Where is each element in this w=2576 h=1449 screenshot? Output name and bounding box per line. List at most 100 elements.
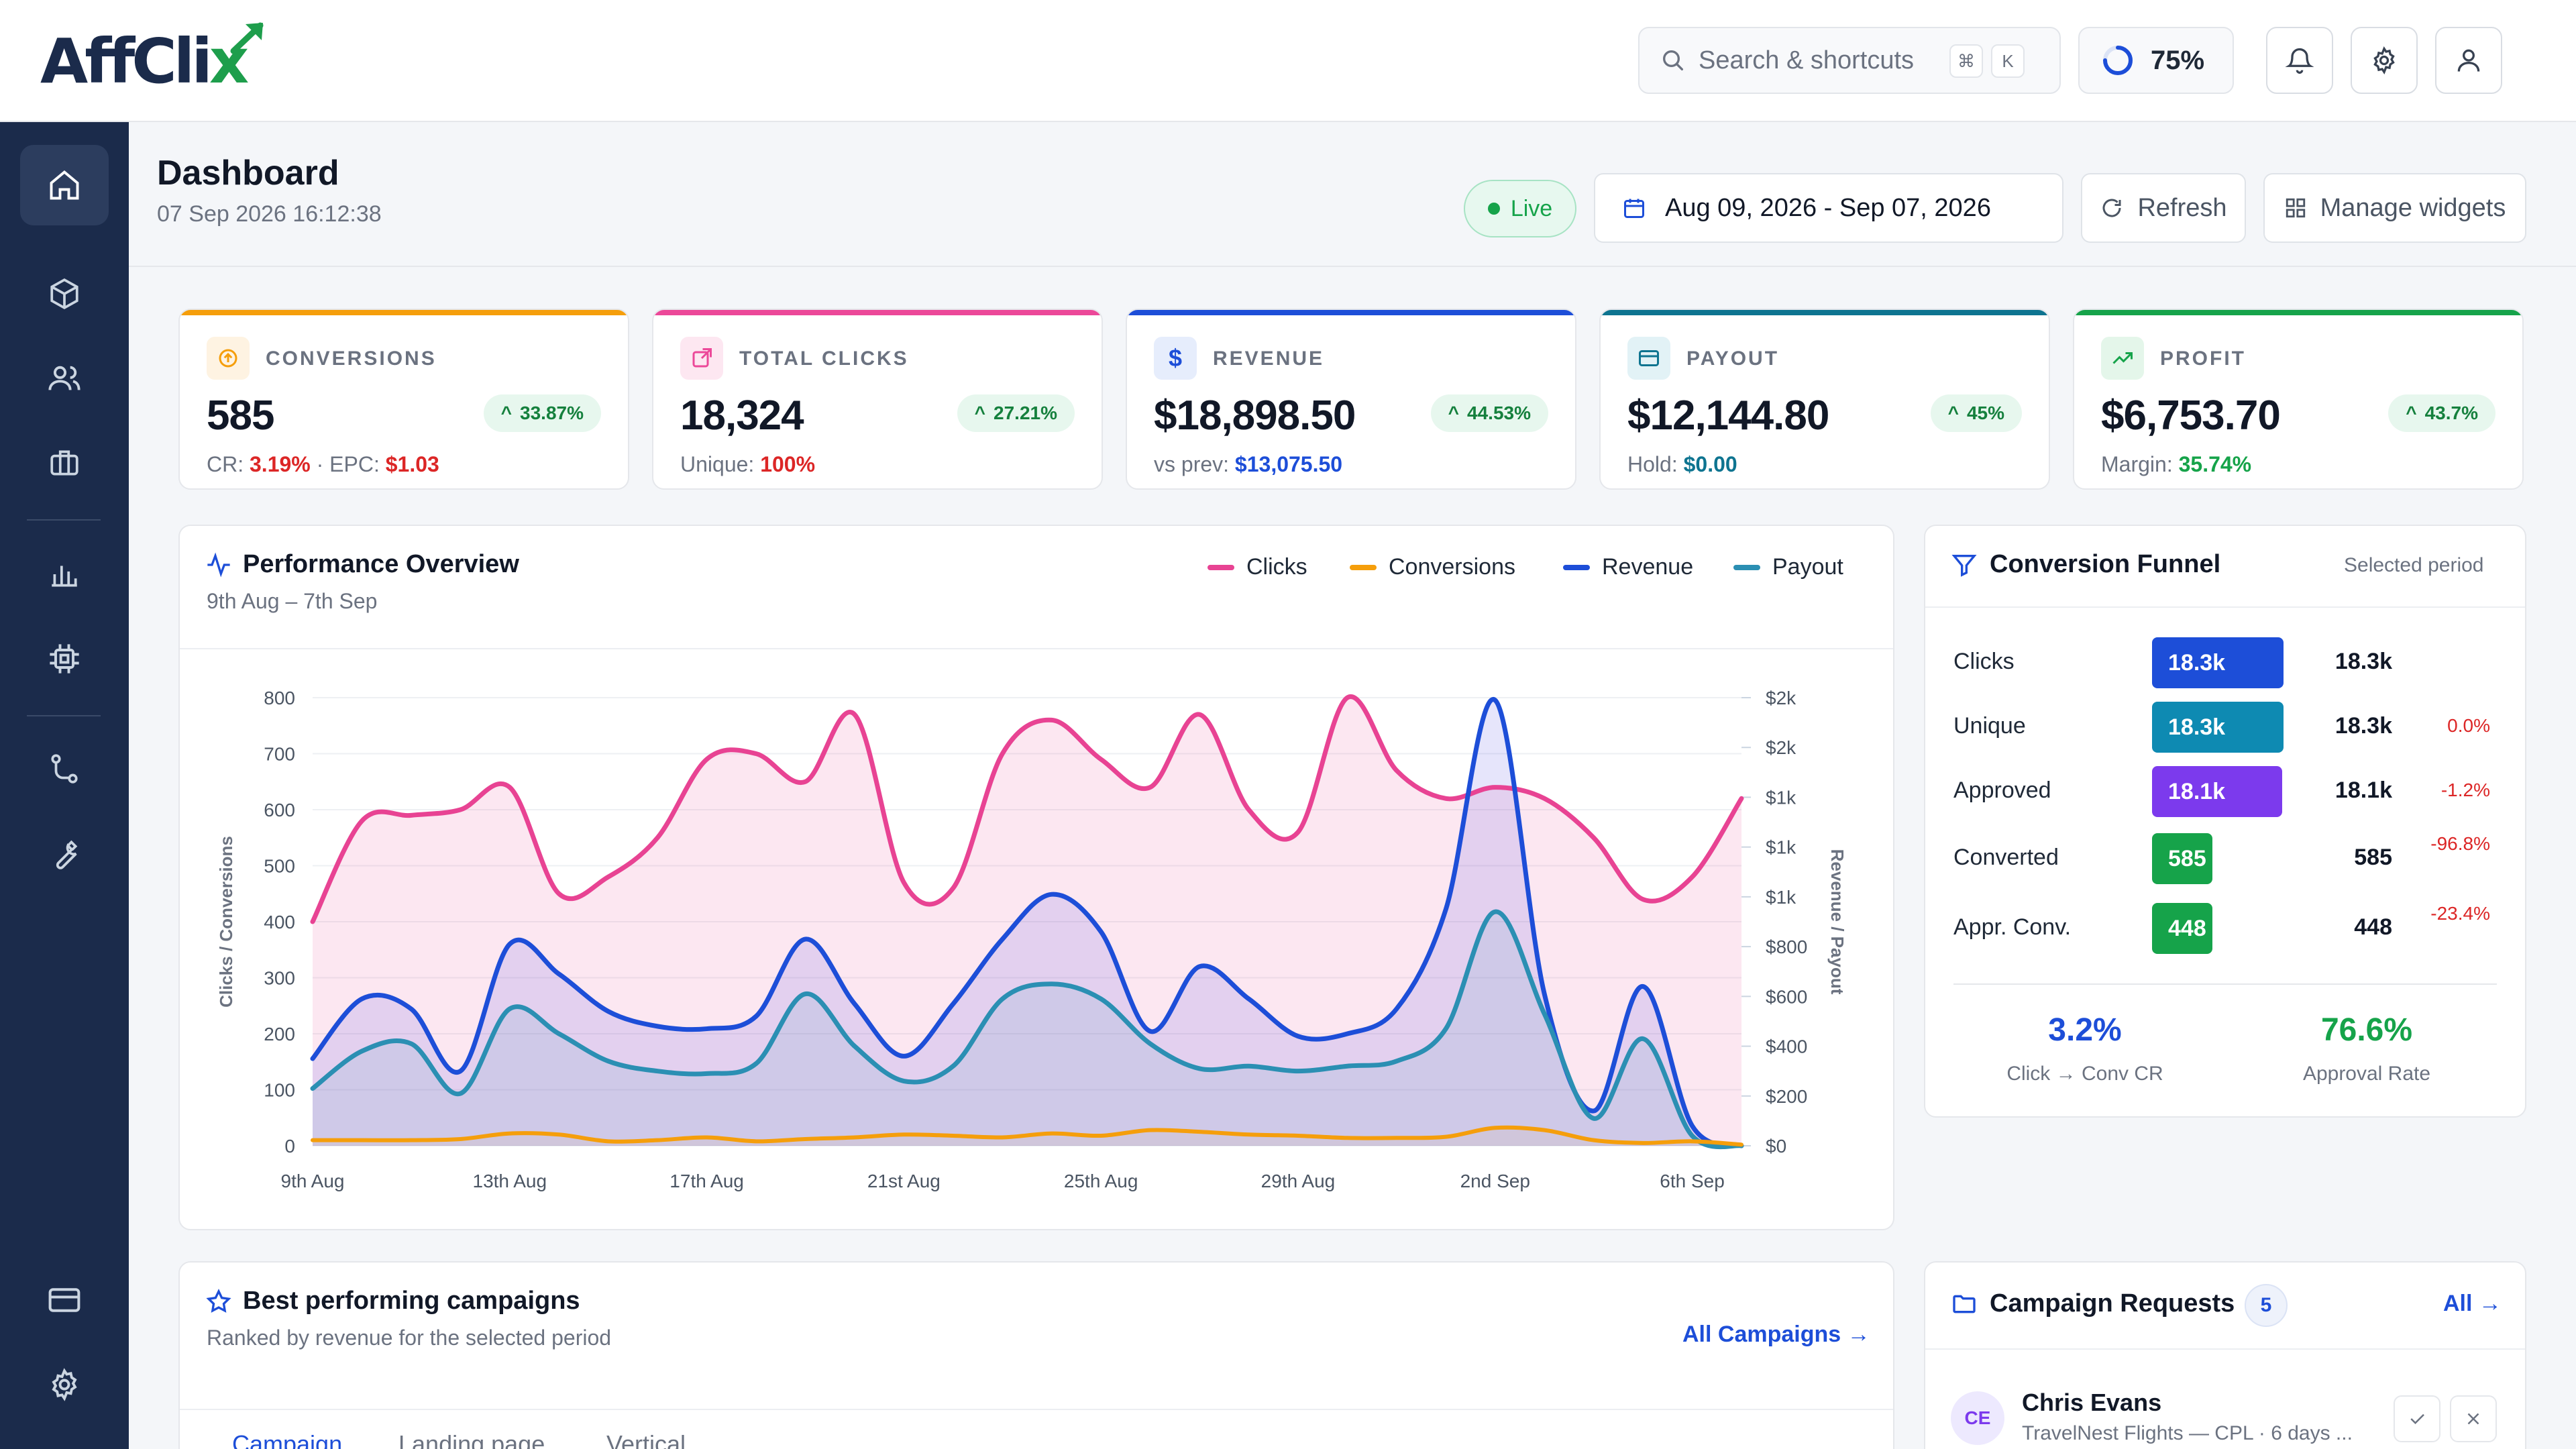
sidebar-item-tools[interactable]: [20, 813, 109, 894]
funnel-row-approved[interactable]: Approved 18.1k 18.1k -1.2%: [1953, 763, 2490, 817]
kpi-card-total-clicks[interactable]: TOTAL CLICKS 18,324 ^ 27.21% Unique: 100%: [652, 309, 1103, 490]
affclix-logo[interactable]: Aff Cli x: [40, 22, 264, 98]
tab-vertical[interactable]: Vertical: [606, 1430, 686, 1449]
kpi-card-profit[interactable]: PROFIT $6,753.70 ^ 43.7% Margin: 35.74%: [2073, 309, 2524, 490]
funnel-stage-value: 18.3k: [2334, 713, 2392, 739]
sidebar-item-dashboard[interactable]: [20, 145, 109, 225]
approval-rate-label: Approval Rate: [2302, 1063, 2431, 1085]
kpi-change-badge: ^ 43.7%: [2388, 394, 2496, 432]
activity-icon: [207, 552, 230, 578]
kpi-accent-bar: [1127, 310, 1575, 315]
tab-campaign[interactable]: Campaign: [232, 1430, 343, 1449]
sidebar-item-advertisers[interactable]: [20, 423, 109, 503]
y-tick-label: 600: [264, 800, 295, 820]
funnel-row-converted[interactable]: Converted 585 585 -96.8%: [1953, 830, 2490, 884]
x-tick-label: 29th Aug: [1261, 1171, 1336, 1191]
kpi-subtext: Unique: 100%: [680, 452, 816, 476]
kpi-label: CONVERSIONS: [266, 347, 437, 370]
x-tick-label: 6th Sep: [1660, 1171, 1725, 1191]
kbd-cmd: ⌘: [1949, 44, 1983, 78]
y2-tick-label: $600: [1766, 986, 1807, 1007]
series-line-clicks: [310, 694, 1744, 924]
performance-title: Performance Overview: [243, 550, 519, 578]
campaigns-title: Best performing campaigns: [243, 1287, 580, 1315]
x-tick-label: 13th Aug: [473, 1171, 547, 1191]
bar-chart-icon: [52, 566, 77, 587]
manage-widgets-button[interactable]: Manage widgets: [2263, 173, 2526, 243]
search-shortcuts-input[interactable]: Search & shortcuts ⌘ K: [1638, 27, 2061, 94]
notifications-button[interactable]: [2266, 27, 2333, 94]
target-icon: [207, 337, 250, 380]
kpi-subtext: Hold: $0.00: [1627, 452, 1737, 476]
kpi-card-conversions[interactable]: CONVERSIONS 585 ^ 33.87% CR: 3.19% · EPC:…: [178, 309, 629, 490]
sidebar-divider: [27, 715, 101, 716]
funnel-row-clicks[interactable]: Clicks 18.3k 18.3k: [1953, 635, 2490, 688]
credit-card-icon: [48, 1288, 80, 1312]
sidebar-item-offers[interactable]: [20, 254, 109, 334]
live-badge: Live: [1464, 180, 1576, 237]
sidebar: [0, 122, 129, 1449]
legend-revenue[interactable]: Revenue: [1563, 554, 1693, 580]
kpi-change-badge: ^ 44.53%: [1430, 394, 1548, 432]
funnel-subtitle: Selected period: [2344, 554, 2484, 576]
series-area-revenue: [313, 699, 1741, 1146]
tab-landing-page[interactable]: Landing page: [398, 1430, 545, 1449]
x-tick-label: 2nd Sep: [1460, 1171, 1530, 1191]
trending-up-icon: [2101, 337, 2144, 380]
all-campaigns-link[interactable]: All Campaigns →: [1682, 1322, 1870, 1347]
settings-button[interactable]: [2351, 27, 2418, 94]
y2-tick-label: $2k: [1766, 688, 1796, 708]
page-title: Dashboard: [157, 154, 339, 193]
date-range-picker[interactable]: Aug 09, 2026 - Sep 07, 2026: [1594, 173, 2063, 243]
approve-request-button[interactable]: [2394, 1395, 2440, 1442]
avatar: CE: [1951, 1391, 2004, 1445]
close-icon: [2467, 1413, 2479, 1425]
y2-tick-label: $0: [1766, 1136, 1786, 1157]
date-range-label: Aug 09, 2026 - Sep 07, 2026: [1665, 193, 1991, 222]
kpi-subtext: CR: 3.19% · EPC: $1.03: [207, 452, 439, 476]
funnel-stage-value: 18.3k: [2334, 649, 2392, 674]
refresh-button[interactable]: Refresh: [2081, 173, 2246, 243]
y-tick-label: 800: [264, 688, 295, 708]
funnel-drop-percent: -23.4%: [2430, 903, 2490, 924]
panel-divider: [180, 648, 1893, 649]
sidebar-item-integrations[interactable]: [20, 619, 109, 699]
funnel-row-appr-conv[interactable]: Appr. Conv. 448 448 -23.4%: [1953, 900, 2490, 954]
sidebar-item-settings[interactable]: [20, 1344, 109, 1425]
sidebar-item-users[interactable]: [20, 338, 109, 419]
sidebar-item-routing[interactable]: [20, 729, 109, 809]
x-tick-label: 25th Aug: [1064, 1171, 1138, 1191]
legend-conversions[interactable]: Conversions: [1350, 554, 1515, 580]
funnel-stage-label: Unique: [1953, 713, 2026, 739]
briefcase-icon: [50, 450, 78, 476]
sidebar-item-reports[interactable]: [20, 534, 109, 614]
funnel-bar: 18.1k: [2152, 766, 2282, 817]
legend-payout[interactable]: Payout: [1733, 554, 1843, 580]
folder-icon: [1953, 1295, 1976, 1313]
legend-clicks[interactable]: Clicks: [1208, 554, 1307, 580]
profile-button[interactable]: [2435, 27, 2502, 94]
completion-progress[interactable]: 75%: [2078, 27, 2234, 94]
page-timestamp: 07 Sep 2026 16:12:38: [157, 201, 382, 227]
click-conv-cr-value: 3.2%: [2048, 1012, 2122, 1048]
kpi-card-payout[interactable]: PAYOUT $12,144.80 ^ 45% Hold: $0.00: [1599, 309, 2050, 490]
campaigns-subtitle: Ranked by revenue for the selected perio…: [207, 1326, 612, 1350]
all-requests-link[interactable]: All →: [2443, 1291, 2502, 1316]
gear-icon: [52, 1368, 77, 1401]
funnel-bar: 18.3k: [2152, 702, 2284, 753]
performance-chart[interactable]: 0 100 200 300 400 500 600 700 800 $0 $200 $400 $600 $…: [180, 651, 1893, 1228]
box-icon: [50, 278, 78, 309]
funnel-row-unique[interactable]: Unique 18.3k 18.3k 0.0%: [1953, 699, 2490, 753]
wallet-icon: [1627, 337, 1670, 380]
reject-request-button[interactable]: [2450, 1395, 2497, 1442]
search-icon: [1663, 50, 1683, 71]
wrench-icon: [56, 840, 78, 869]
x-tick-label: 9th Aug: [281, 1171, 345, 1191]
funnel-stage-label: Approved: [1953, 777, 2051, 803]
kpi-card-revenue[interactable]: $ REVENUE $18,898.50 ^ 44.53% vs prev: $1…: [1126, 309, 1576, 490]
kpi-value: $6,753.70: [2101, 392, 2281, 439]
sidebar-item-billing[interactable]: [20, 1260, 109, 1340]
funnel-stage-label: Appr. Conv.: [1953, 914, 2072, 940]
dollar-icon: $: [1154, 337, 1197, 380]
funnel-bar: 585: [2152, 833, 2212, 884]
